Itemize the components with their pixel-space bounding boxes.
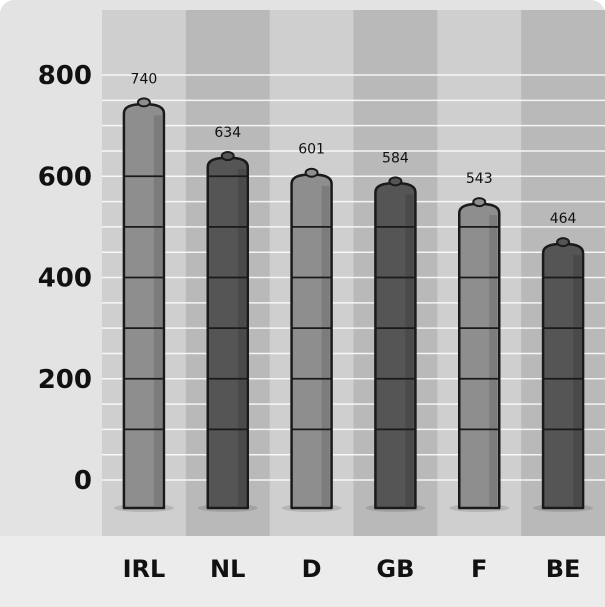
bar-shading (573, 255, 582, 506)
value-label: 543 (466, 171, 493, 187)
column-bands (102, 10, 605, 600)
y-tick-label: 0 (74, 466, 92, 496)
x-axis: IRL NL D GB F BE (123, 555, 581, 583)
value-label: 584 (382, 150, 409, 166)
value-label: 740 (131, 71, 158, 87)
bar-cap (136, 97, 151, 108)
y-axis: 0 200 400 600 800 (38, 61, 92, 496)
bar-cap (472, 197, 487, 208)
bar-d (281, 167, 342, 512)
bar-cap (220, 151, 235, 162)
bar-shading (405, 194, 414, 506)
x-tick-label: NL (210, 555, 245, 583)
bar-cap (388, 176, 403, 187)
bar-cap (304, 167, 319, 178)
bar-f (449, 197, 510, 512)
bar-gb (365, 176, 426, 512)
x-tick-label: GB (376, 555, 414, 583)
bar-irl (113, 97, 174, 512)
y-tick-label: 400 (38, 264, 92, 294)
value-labels: 740 634 601 584 543 464 (131, 71, 577, 227)
bar-be (533, 237, 594, 512)
x-tick-label: F (471, 555, 487, 583)
bar-shading (153, 115, 162, 506)
value-label: 601 (298, 142, 325, 158)
y-tick-label: 200 (38, 365, 92, 395)
grid-lines (102, 74, 605, 481)
bars (113, 97, 594, 512)
bar-shading (489, 215, 498, 506)
bar-nl (197, 151, 258, 512)
x-tick-label: BE (546, 555, 581, 583)
x-tick-label: D (302, 555, 322, 583)
bar-cap (556, 237, 571, 248)
value-label: 634 (214, 125, 241, 141)
value-label: 464 (550, 211, 577, 227)
y-tick-label: 800 (38, 61, 92, 91)
bar-shading (237, 169, 246, 506)
category-strip (0, 536, 605, 607)
bar-shading (321, 185, 330, 506)
y-tick-label: 600 (38, 162, 92, 192)
x-tick-label: IRL (123, 555, 166, 583)
